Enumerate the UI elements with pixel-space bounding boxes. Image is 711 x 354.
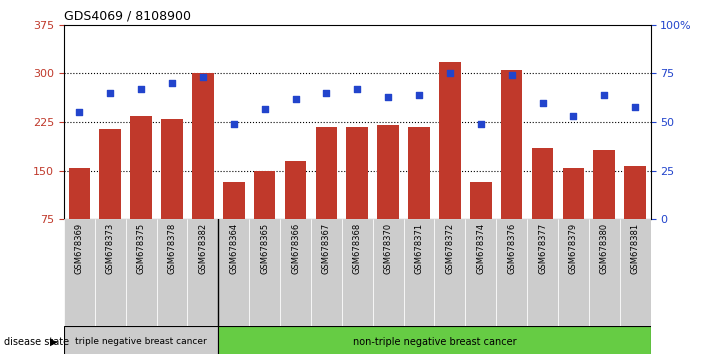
FancyBboxPatch shape: [250, 219, 280, 326]
Text: GSM678371: GSM678371: [415, 223, 424, 274]
Text: GSM678370: GSM678370: [384, 223, 392, 274]
Text: non-triple negative breast cancer: non-triple negative breast cancer: [353, 337, 516, 347]
Point: [74, 110, 85, 115]
FancyBboxPatch shape: [311, 219, 342, 326]
Text: GSM678376: GSM678376: [507, 223, 516, 274]
Text: GSM678382: GSM678382: [198, 223, 208, 274]
Point: [259, 105, 270, 111]
Point: [383, 94, 394, 99]
Point: [166, 80, 178, 86]
Point: [506, 73, 518, 78]
Text: GSM678379: GSM678379: [569, 223, 578, 274]
Text: GDS4069 / 8108900: GDS4069 / 8108900: [64, 9, 191, 22]
Bar: [562, 167, 584, 219]
FancyBboxPatch shape: [280, 219, 311, 326]
Point: [352, 86, 363, 92]
Text: GSM678369: GSM678369: [75, 223, 84, 274]
FancyBboxPatch shape: [218, 219, 250, 326]
Text: GSM678366: GSM678366: [291, 223, 300, 274]
Point: [105, 90, 116, 96]
Text: triple negative breast cancer: triple negative breast cancer: [75, 337, 207, 346]
FancyBboxPatch shape: [527, 219, 558, 326]
Bar: [624, 166, 646, 219]
Point: [599, 92, 610, 98]
FancyBboxPatch shape: [64, 219, 95, 326]
Text: GSM678368: GSM678368: [353, 223, 362, 274]
Bar: [346, 127, 368, 219]
Text: ▶: ▶: [50, 337, 58, 347]
FancyBboxPatch shape: [496, 219, 527, 326]
Text: GSM678373: GSM678373: [106, 223, 114, 274]
Point: [413, 92, 424, 98]
Bar: [470, 182, 491, 219]
Bar: [594, 150, 615, 219]
Text: GSM678374: GSM678374: [476, 223, 486, 274]
Point: [567, 113, 579, 119]
FancyBboxPatch shape: [156, 219, 188, 326]
FancyBboxPatch shape: [465, 219, 496, 326]
Bar: [161, 119, 183, 219]
Text: GSM678381: GSM678381: [631, 223, 640, 274]
Bar: [100, 129, 121, 219]
Point: [475, 121, 486, 127]
Bar: [378, 125, 399, 219]
Point: [228, 121, 240, 127]
Bar: [408, 127, 430, 219]
Point: [136, 86, 147, 92]
FancyBboxPatch shape: [342, 219, 373, 326]
Point: [537, 100, 548, 105]
Bar: [69, 167, 90, 219]
Bar: [130, 116, 152, 219]
FancyBboxPatch shape: [558, 219, 589, 326]
Text: GSM678372: GSM678372: [445, 223, 454, 274]
FancyBboxPatch shape: [126, 219, 156, 326]
FancyBboxPatch shape: [373, 219, 404, 326]
Text: GSM678364: GSM678364: [229, 223, 238, 274]
Bar: [192, 73, 214, 219]
FancyBboxPatch shape: [404, 219, 434, 326]
FancyBboxPatch shape: [434, 219, 465, 326]
Point: [444, 70, 456, 76]
FancyBboxPatch shape: [589, 219, 620, 326]
Bar: [439, 62, 461, 219]
Text: disease state: disease state: [4, 337, 69, 347]
Text: GSM678367: GSM678367: [322, 223, 331, 274]
Point: [290, 96, 301, 102]
Text: GSM678365: GSM678365: [260, 223, 269, 274]
Text: GSM678377: GSM678377: [538, 223, 547, 274]
FancyBboxPatch shape: [218, 326, 651, 354]
Text: GSM678378: GSM678378: [168, 223, 176, 274]
Bar: [254, 171, 275, 219]
Text: GSM678375: GSM678375: [137, 223, 146, 274]
Bar: [501, 70, 523, 219]
FancyBboxPatch shape: [620, 219, 651, 326]
FancyBboxPatch shape: [64, 326, 218, 354]
Text: GSM678380: GSM678380: [600, 223, 609, 274]
FancyBboxPatch shape: [95, 219, 126, 326]
Bar: [532, 148, 553, 219]
Bar: [316, 127, 337, 219]
Bar: [284, 161, 306, 219]
FancyBboxPatch shape: [188, 219, 218, 326]
Point: [321, 90, 332, 96]
Bar: [223, 182, 245, 219]
Point: [197, 74, 208, 80]
Point: [629, 104, 641, 109]
